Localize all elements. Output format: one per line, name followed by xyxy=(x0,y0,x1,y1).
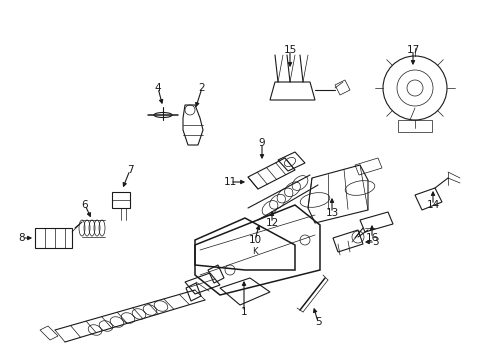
Text: 5: 5 xyxy=(314,317,321,327)
Text: 11: 11 xyxy=(223,177,236,187)
Text: 16: 16 xyxy=(365,233,378,243)
Text: 17: 17 xyxy=(406,45,419,55)
Text: 15: 15 xyxy=(283,45,296,55)
Text: 6: 6 xyxy=(81,200,88,210)
Text: 7: 7 xyxy=(126,165,133,175)
Text: 1: 1 xyxy=(240,307,247,317)
Text: 14: 14 xyxy=(426,200,439,210)
Text: K: K xyxy=(252,248,257,256)
Text: 9: 9 xyxy=(258,138,265,148)
Text: 2: 2 xyxy=(198,83,205,93)
Text: 12: 12 xyxy=(265,218,278,228)
Text: 13: 13 xyxy=(325,208,338,218)
Text: 3: 3 xyxy=(371,237,378,247)
Text: 8: 8 xyxy=(19,233,25,243)
Text: 10: 10 xyxy=(248,235,261,245)
Text: 4: 4 xyxy=(154,83,161,93)
